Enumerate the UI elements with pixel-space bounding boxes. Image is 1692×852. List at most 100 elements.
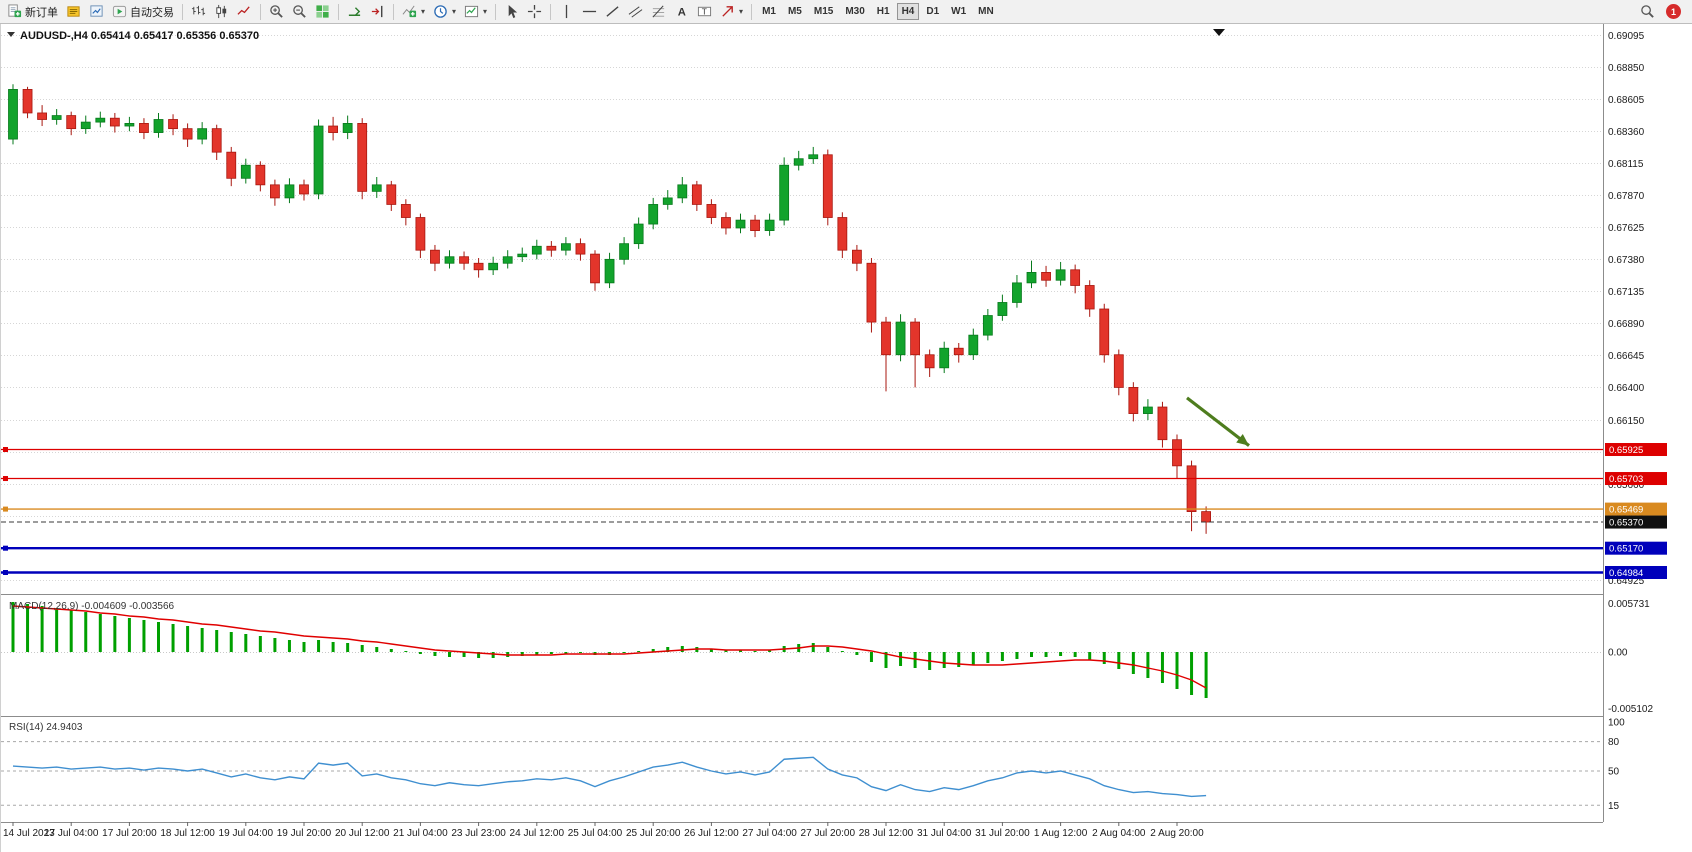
metaeditor-button[interactable] [62, 1, 85, 23]
price-grid [1, 35, 1601, 581]
candlestick-button[interactable] [210, 1, 233, 23]
cursor-button[interactable] [500, 1, 523, 23]
indicators-button[interactable]: ▾ [398, 1, 429, 23]
svg-text:0.66400: 0.66400 [1608, 383, 1645, 394]
timeframe-h4[interactable]: H4 [896, 3, 920, 20]
price-chart[interactable]: 0.69095 0.68850 0.68605 0.68360 0.68115 0.678… [1, 24, 1692, 852]
price-tag: 0.64984 [1605, 565, 1667, 579]
timeframe-h1[interactable]: H1 [876, 6, 890, 17]
indicators-icon [402, 4, 417, 19]
svg-text:0.67380: 0.67380 [1608, 255, 1645, 266]
svg-text:25 Jul 20:00: 25 Jul 20:00 [626, 828, 681, 839]
chart-window: 0.69095 0.68850 0.68605 0.68360 0.68115 0.678… [0, 24, 1692, 852]
auto-scroll-icon [347, 4, 362, 19]
svg-text:0.64984: 0.64984 [1609, 568, 1643, 579]
toolbar-separator [550, 3, 552, 20]
trendline-button[interactable] [601, 1, 624, 23]
zoom-in-button[interactable] [265, 1, 288, 23]
svg-text:0.68850: 0.68850 [1608, 63, 1645, 74]
line-anchor[interactable] [3, 447, 8, 453]
label-icon: T [697, 4, 712, 19]
svg-text:28 Jul 12:00: 28 Jul 12:00 [859, 828, 914, 839]
arrows-button[interactable]: ▾ [716, 1, 747, 23]
line-anchor[interactable] [3, 506, 8, 512]
toolbar-separator [182, 3, 183, 20]
timeframe-w1[interactable]: W1 [951, 6, 967, 17]
channel-icon [628, 4, 643, 19]
hline-icon [582, 4, 597, 19]
timeframe-m5[interactable]: M5 [787, 6, 802, 17]
svg-text:2 Aug 04:00: 2 Aug 04:00 [1092, 828, 1146, 839]
line-anchor[interactable] [3, 569, 8, 575]
svg-text:31 Jul 20:00: 31 Jul 20:00 [975, 828, 1030, 839]
notification-badge[interactable]: 1 [1666, 4, 1681, 19]
toolbar: 新订单 自动交易 ▾ ▾ ▾ A T ▾ M1 M5 M15 M30 H1 H4 D1 W1 MN 1 [0, 0, 1692, 24]
chevron-down-icon: ▾ [739, 7, 744, 16]
timeframe-d1[interactable]: D1 [926, 6, 940, 17]
svg-text:0.67625: 0.67625 [1608, 223, 1645, 234]
timeframe-m1[interactable]: M1 [762, 6, 776, 17]
auto-scroll-button[interactable] [343, 1, 366, 23]
metaeditor-icon [66, 4, 81, 19]
line-anchor[interactable] [3, 545, 8, 551]
magnifier-icon [1640, 4, 1655, 19]
trendline-icon [605, 4, 620, 19]
svg-text:17 Jul 20:00: 17 Jul 20:00 [102, 828, 157, 839]
svg-text:31 Jul 04:00: 31 Jul 04:00 [917, 828, 972, 839]
chart-shift-marker[interactable] [1213, 29, 1225, 36]
svg-text:0.65660: 0.65660 [1608, 480, 1645, 491]
tile-windows-button[interactable] [311, 1, 334, 23]
header-collapse-icon[interactable] [7, 32, 15, 37]
fibonacci-button[interactable] [647, 1, 670, 23]
svg-text:18 Jul 12:00: 18 Jul 12:00 [160, 828, 215, 839]
timeframe-m15[interactable]: M15 [813, 6, 834, 17]
price-tag: 0.65170 [1605, 541, 1667, 555]
crosshair-icon [527, 4, 542, 19]
vertical-line-button[interactable] [555, 1, 578, 23]
svg-text:0.65170: 0.65170 [1609, 544, 1643, 555]
chart-shift-button[interactable] [366, 1, 389, 23]
svg-text:14 Jul 2023: 14 Jul 2023 [3, 828, 55, 839]
line-chart-button[interactable] [233, 1, 256, 23]
chart-ohlc-header: AUDUSD-,H4 0.65414 0.65417 0.65356 0.653… [7, 30, 259, 42]
svg-text:0.66645: 0.66645 [1608, 351, 1645, 362]
candles-icon [214, 4, 229, 19]
search-button[interactable] [1636, 1, 1659, 23]
toolbar-separator [338, 3, 339, 20]
svg-text:0.67135: 0.67135 [1608, 287, 1645, 298]
autotrading-button[interactable]: 自动交易 [108, 1, 178, 23]
periods-button[interactable]: ▾ [429, 1, 460, 23]
horizontal-line-button[interactable] [578, 1, 601, 23]
timeframe-mn[interactable]: MN [978, 6, 994, 17]
price-tag: 0.65370 [1605, 515, 1667, 529]
svg-text:21 Jul 04:00: 21 Jul 04:00 [393, 828, 448, 839]
svg-text:27 Jul 20:00: 27 Jul 20:00 [801, 828, 856, 839]
svg-text:0.00: 0.00 [1608, 648, 1628, 659]
candles [8, 84, 1211, 534]
trend-arrow-annotation[interactable] [1186, 396, 1250, 447]
line-anchor[interactable] [3, 476, 8, 482]
fibo-icon [651, 4, 666, 19]
timeframe-m30[interactable]: M30 [845, 6, 865, 17]
templates-button[interactable]: ▾ [460, 1, 491, 23]
market-watch-button[interactable] [85, 1, 108, 23]
label-button[interactable]: T [693, 1, 716, 23]
svg-text:0.65703: 0.65703 [1609, 474, 1643, 485]
text-button[interactable]: A [670, 1, 693, 23]
chart-shift-icon [370, 4, 385, 19]
zoom-out-icon [292, 4, 307, 19]
svg-text:0.65370: 0.65370 [1609, 518, 1643, 529]
crosshair-button[interactable] [523, 1, 546, 23]
price-tag: 0.65925 [1605, 443, 1667, 457]
equidistant-channel-button[interactable] [624, 1, 647, 23]
zoom-out-button[interactable] [288, 1, 311, 23]
zoom-in-icon [269, 4, 284, 19]
new-order-button[interactable]: 新订单 [3, 1, 62, 23]
svg-text:AUDUSD-,H4 0.65414 0.65417 0.6: AUDUSD-,H4 0.65414 0.65417 0.65356 0.653… [20, 30, 259, 42]
linechart-icon [237, 4, 252, 19]
svg-text:24 Jul 12:00: 24 Jul 12:00 [510, 828, 565, 839]
bar-chart-button[interactable] [187, 1, 210, 23]
svg-text:A: A [678, 6, 686, 18]
svg-text:0.64925: 0.64925 [1608, 576, 1645, 587]
